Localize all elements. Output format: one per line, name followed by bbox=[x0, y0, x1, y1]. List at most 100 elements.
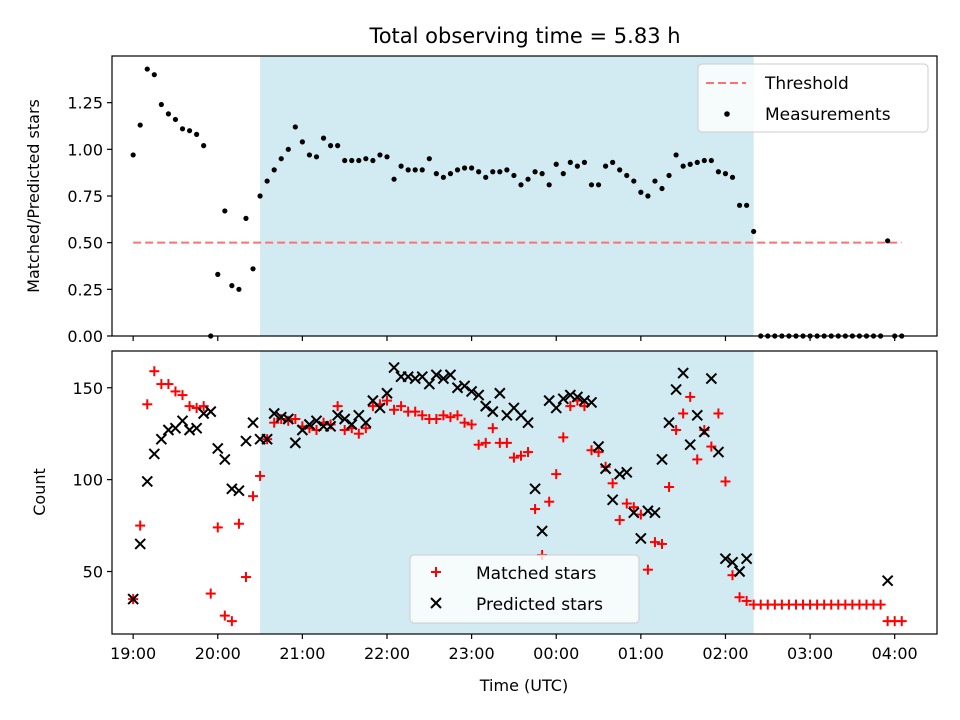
predicted-star-point bbox=[522, 416, 534, 429]
measurement-point bbox=[349, 157, 355, 164]
predicted-star-point bbox=[282, 413, 294, 425]
matched-star-point bbox=[649, 537, 660, 548]
y-tick-label: 50 bbox=[83, 563, 103, 582]
measurement-point bbox=[320, 135, 327, 141]
matched-star-point bbox=[212, 522, 223, 533]
matched-star-point bbox=[269, 417, 280, 428]
matched-star-point bbox=[389, 404, 400, 415]
predicted-star-point bbox=[296, 424, 309, 436]
predicted-star-point bbox=[324, 420, 337, 433]
measurement-point bbox=[553, 161, 559, 167]
measurement-point bbox=[638, 189, 644, 195]
predicted-star-point bbox=[599, 462, 612, 475]
measurement-point bbox=[433, 171, 439, 177]
measurement-point bbox=[144, 66, 150, 72]
predicted-star-point bbox=[155, 433, 168, 445]
y-tick-label: 0.75 bbox=[67, 187, 103, 206]
measurement-point bbox=[469, 165, 475, 171]
predicted-star-points bbox=[127, 361, 894, 605]
matched-star-point bbox=[699, 425, 710, 436]
legend-matched-label: Matched stars bbox=[476, 564, 596, 584]
predicted-star-point bbox=[310, 415, 323, 427]
x-tick-label: 02:00 bbox=[702, 644, 748, 663]
matched-star-point bbox=[565, 401, 576, 412]
matched-star-point bbox=[360, 423, 371, 434]
measurement-point bbox=[666, 172, 672, 179]
measurement-point bbox=[701, 157, 707, 164]
count-y-axis-label: Count bbox=[30, 468, 49, 516]
predicted-star-point bbox=[719, 552, 732, 565]
x-axis-label: Time (UTC) bbox=[479, 676, 568, 695]
measurement-point bbox=[560, 171, 566, 177]
matched-star-point bbox=[678, 408, 689, 419]
matched-star-point bbox=[445, 412, 456, 423]
measurement-point bbox=[490, 169, 496, 175]
predicted-star-point bbox=[557, 393, 569, 405]
matched-star-point bbox=[191, 402, 202, 413]
matched-star-point bbox=[339, 425, 350, 436]
predicted-star-point bbox=[444, 369, 457, 381]
x-tick-label: 01:00 bbox=[618, 644, 664, 663]
x-tick-label: 20:00 bbox=[195, 644, 241, 663]
measurement-point bbox=[461, 165, 468, 171]
predicted-star-point bbox=[205, 405, 217, 418]
y-tick-label: 0.25 bbox=[67, 280, 103, 299]
measurement-point bbox=[201, 143, 207, 149]
measurement-point bbox=[729, 174, 736, 180]
y-tick-label: 1.25 bbox=[67, 94, 103, 113]
measurement-point bbox=[250, 266, 256, 272]
count-legend: Matched stars Predicted stars bbox=[409, 554, 640, 624]
predicted-star-point bbox=[423, 378, 436, 390]
measurement-point bbox=[440, 174, 447, 180]
matched-star-point bbox=[353, 428, 364, 439]
predicted-star-point bbox=[190, 422, 203, 434]
measurement-point bbox=[292, 124, 298, 130]
predicted-star-point bbox=[621, 466, 633, 478]
measurement-point bbox=[659, 185, 665, 192]
predicted-star-point bbox=[578, 394, 591, 407]
measurement-point bbox=[447, 171, 454, 177]
matched-star-point bbox=[523, 447, 534, 458]
predicted-star-point bbox=[536, 525, 548, 537]
matched-star-point bbox=[657, 538, 667, 549]
measurement-point bbox=[511, 172, 517, 179]
count-panel-frame bbox=[111, 350, 938, 635]
predicted-star-point bbox=[458, 380, 471, 392]
predicted-star-point bbox=[268, 407, 280, 420]
predicted-star-point bbox=[642, 505, 654, 517]
ratio-y-axis-label: Matched/Predicted stars bbox=[24, 99, 43, 293]
matched-star-point bbox=[480, 437, 491, 448]
predicted-star-point bbox=[360, 416, 372, 429]
predicted-star-point bbox=[705, 372, 718, 385]
predicted-star-point bbox=[381, 387, 393, 399]
x-tick-label: 22:00 bbox=[364, 644, 410, 663]
measurement-point bbox=[179, 126, 186, 132]
matched-star-point bbox=[431, 413, 442, 424]
predicted-star-point bbox=[881, 575, 894, 587]
x-tick-label: 23:00 bbox=[449, 644, 495, 663]
predicted-star-point bbox=[480, 400, 492, 412]
matched-star-point bbox=[720, 476, 731, 487]
count-legend-box bbox=[409, 554, 640, 624]
measurement-point bbox=[405, 167, 411, 173]
count-y-ticks: 50 100 150 bbox=[72, 379, 112, 582]
matched-star-point bbox=[255, 470, 266, 481]
ratio-x-ticks bbox=[132, 336, 896, 341]
measurement-point bbox=[546, 182, 552, 188]
matched-star-point bbox=[593, 447, 604, 458]
matched-star-point bbox=[501, 437, 512, 448]
predicted-star-point bbox=[212, 442, 224, 455]
predicted-star-point bbox=[726, 556, 739, 569]
predicted-star-point bbox=[176, 415, 189, 427]
predicted-star-point bbox=[183, 424, 196, 436]
measurement-points bbox=[130, 66, 905, 339]
measurement-point bbox=[645, 193, 651, 199]
predicted-star-point bbox=[338, 413, 351, 425]
matched-star-point bbox=[417, 410, 428, 421]
measurement-point bbox=[186, 128, 193, 134]
matched-star-point bbox=[896, 616, 907, 627]
predicted-star-point bbox=[409, 372, 421, 385]
matched-star-point bbox=[332, 401, 343, 412]
legend-measurements-swatch bbox=[724, 111, 730, 117]
measurement-point bbox=[581, 159, 588, 165]
